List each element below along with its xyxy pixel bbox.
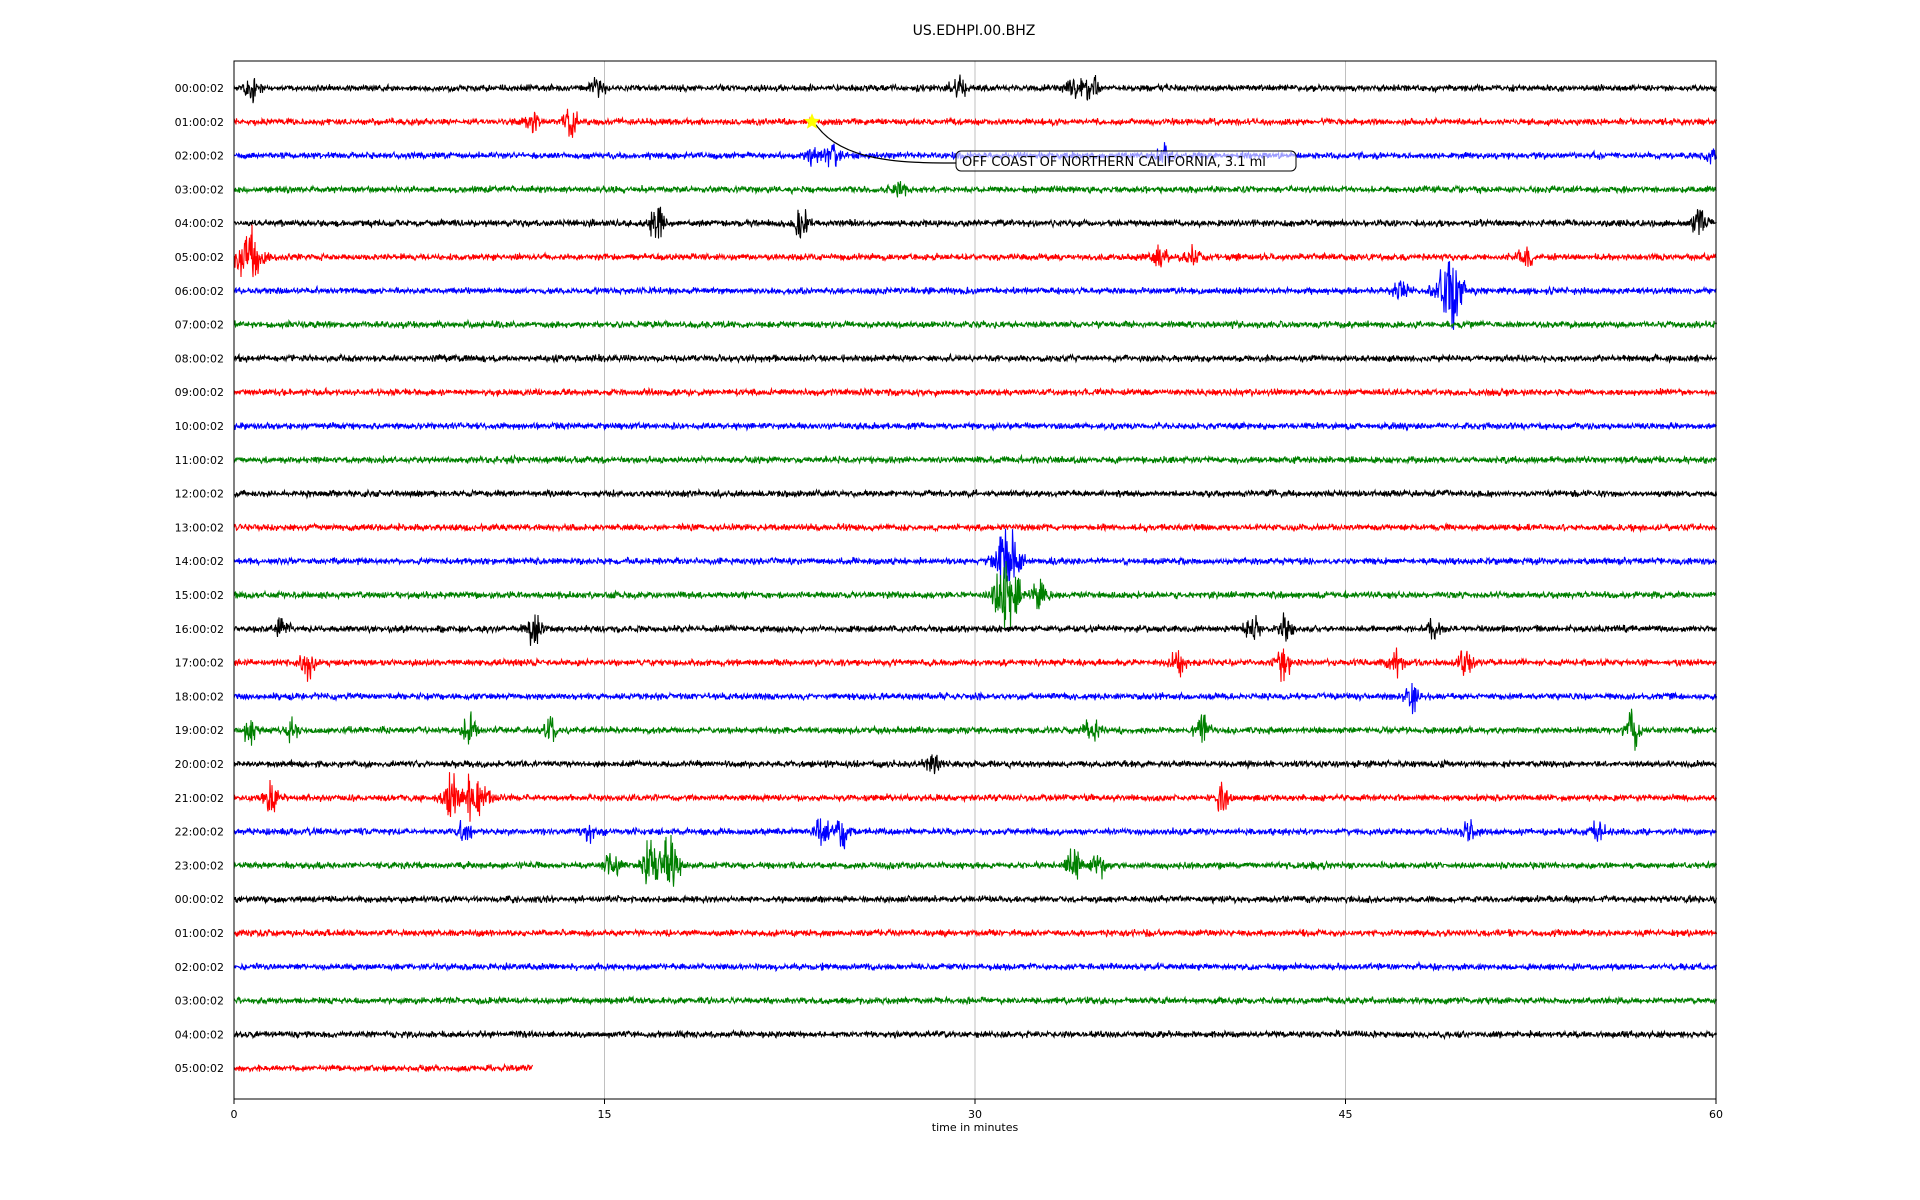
trace-row (233, 1029, 1718, 1041)
trace-row (233, 612, 1718, 646)
trace-row (233, 708, 1718, 751)
trace-row (233, 894, 1718, 905)
trace-row (233, 318, 1718, 330)
trace-row (233, 772, 1718, 822)
annotation-text: OFF COAST OF NORTHERN CALIFORNIA, 3.1 ml (962, 155, 1266, 170)
trace-row (233, 74, 1718, 104)
row-time-label: 05:00:02 (175, 251, 224, 264)
trace-row (233, 488, 1718, 500)
row-time-label: 02:00:02 (175, 961, 224, 974)
row-time-label: 12:00:02 (175, 488, 224, 501)
trace-row (233, 995, 1718, 1006)
row-time-label: 03:00:02 (175, 183, 224, 196)
trace-row (233, 960, 1718, 973)
event-annotation: OFF COAST OF NORTHERN CALIFORNIA, 3.1 ml (803, 113, 1297, 172)
trace-row (233, 682, 1718, 715)
x-tick-label: 0 (231, 1108, 238, 1121)
trace-row (233, 206, 1717, 240)
row-time-label: 01:00:02 (175, 116, 224, 129)
trace-row (233, 647, 1718, 682)
trace-row (233, 108, 1718, 138)
trace-row (233, 528, 1718, 586)
seismic-traces (233, 74, 1718, 1073)
row-time-label: 21:00:02 (175, 792, 224, 805)
row-time-label: 17:00:02 (175, 657, 224, 670)
row-time-label: 20:00:02 (175, 758, 224, 771)
row-labels: 00:00:02 01:00:02 02:00:02 03:00:02 04:00:02… (175, 82, 224, 1075)
row-time-label: 00:00:02 (175, 893, 224, 906)
row-time-label: 22:00:02 (175, 826, 224, 839)
row-time-label: 04:00:02 (175, 1028, 224, 1041)
row-time-label: 11:00:02 (175, 454, 224, 467)
row-time-label: 07:00:02 (175, 319, 224, 332)
row-time-label: 03:00:02 (175, 995, 224, 1008)
row-time-label: 13:00:02 (175, 521, 224, 534)
row-time-label: 04:00:02 (175, 217, 224, 230)
annotation-connector (815, 124, 957, 164)
trace-row (233, 181, 1717, 198)
row-time-label: 18:00:02 (175, 690, 224, 703)
annotation-box (955, 150, 1297, 172)
row-time-label: 05:00:02 (175, 1062, 224, 1075)
trace-row (233, 561, 1717, 631)
row-time-label: 08:00:02 (175, 352, 224, 365)
trace-row (233, 818, 1718, 850)
trace-row (233, 224, 1717, 278)
x-tick-label: 15 (598, 1108, 612, 1121)
trace-row (233, 522, 1718, 534)
event-star-marker (803, 113, 821, 129)
plot-title: US.EDHPI.00.BHZ (913, 23, 1036, 39)
x-tick-label: 45 (1339, 1108, 1353, 1121)
x-tick-label: 30 (968, 1108, 982, 1121)
row-time-label: 09:00:02 (175, 386, 224, 399)
trace-row (233, 1062, 534, 1073)
vertical-grid (604, 61, 1346, 1099)
trace-row (233, 386, 1718, 399)
row-time-label: 16:00:02 (175, 623, 224, 636)
trace-row (233, 261, 1717, 330)
x-tick-label: 60 (1709, 1108, 1723, 1121)
trace-row (233, 834, 1718, 887)
row-time-label: 00:00:02 (175, 82, 224, 95)
trace-row (233, 453, 1718, 466)
trace-row (233, 352, 1718, 364)
row-time-label: 14:00:02 (175, 555, 224, 568)
row-time-label: 19:00:02 (175, 724, 224, 737)
x-axis-label: time in minutes (932, 1121, 1019, 1134)
trace-row (233, 420, 1717, 432)
row-time-label: 10:00:02 (175, 420, 224, 433)
trace-row (233, 754, 1717, 775)
row-time-label: 01:00:02 (175, 927, 224, 940)
x-axis: 0 15 30 45 60 (231, 1099, 1723, 1121)
trace-row (233, 928, 1718, 939)
row-time-label: 02:00:02 (175, 150, 224, 163)
row-time-label: 06:00:02 (175, 285, 224, 298)
row-time-label: 23:00:02 (175, 859, 224, 872)
row-time-label: 15:00:02 (175, 589, 224, 602)
